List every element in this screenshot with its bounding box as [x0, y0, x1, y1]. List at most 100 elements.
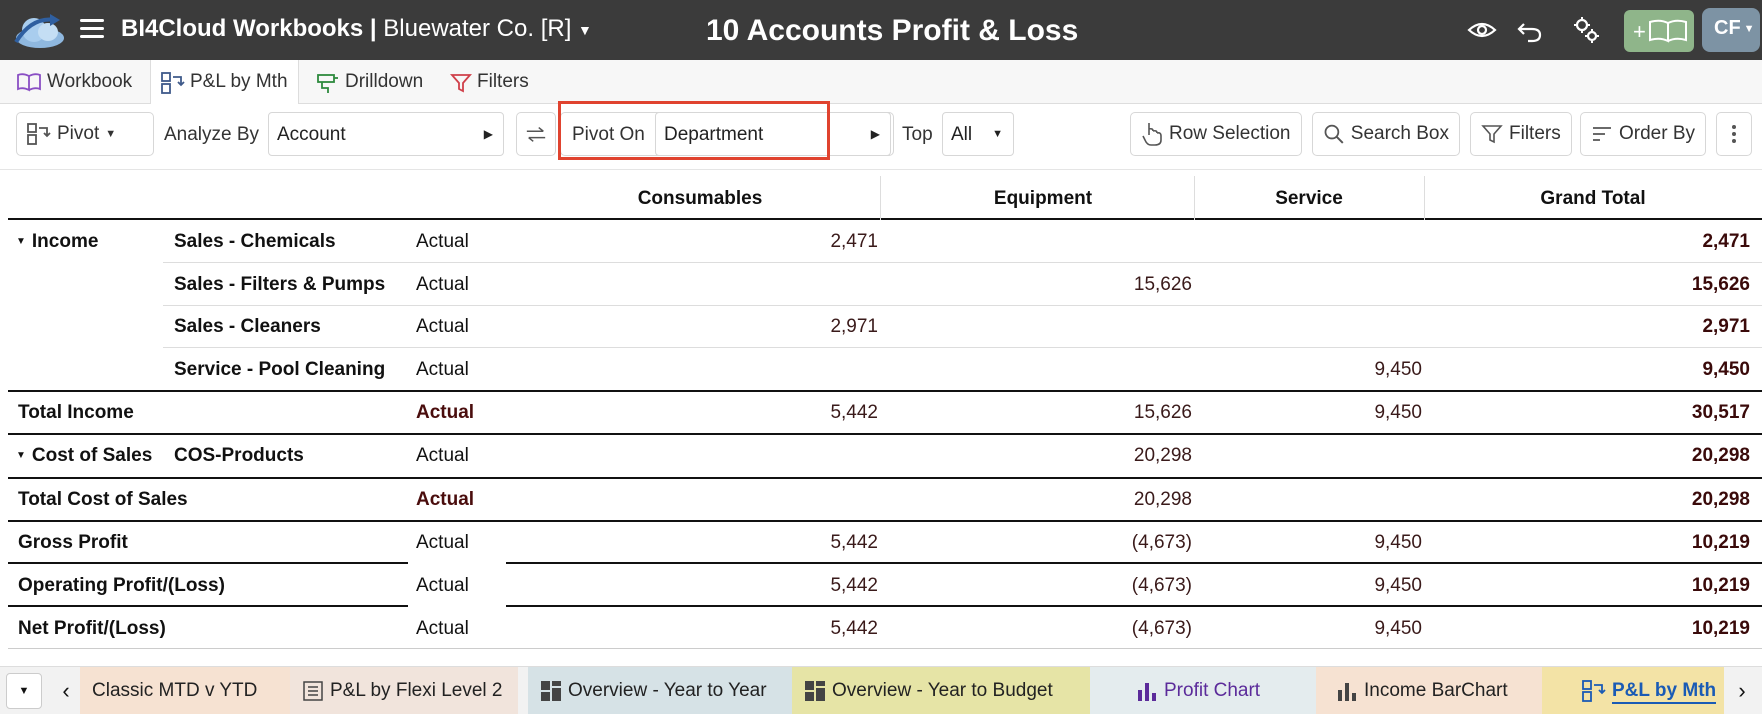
table-row[interactable]: Total Cost of Sales Actual 20,298 20,298 [8, 478, 1762, 520]
column-divider [880, 176, 881, 220]
column-header-equipment[interactable]: Equipment [993, 188, 1093, 209]
grand-total-cell: 10,219 [1691, 575, 1750, 596]
row-separator [8, 520, 1762, 522]
type-cell: Actual [416, 532, 469, 553]
row-separator [8, 605, 408, 607]
sheet-tab-pl-by-mth[interactable]: P&L by Mth [1542, 667, 1724, 714]
consumables-cell: 2,971 [830, 316, 878, 337]
company-dropdown-icon[interactable]: ▼ [578, 22, 592, 38]
service-cell: 9,450 [1374, 618, 1422, 639]
top-select[interactable]: All ▼ [942, 112, 1014, 156]
eye-icon[interactable] [1466, 14, 1498, 46]
service-cell: 9,450 [1374, 575, 1422, 596]
top-value: All [951, 124, 973, 145]
collapse-caret-icon[interactable]: ▼ [16, 236, 26, 247]
search-box-button[interactable]: Search Box [1312, 112, 1460, 156]
equipment-cell: 15,626 [1133, 274, 1192, 295]
undo-icon[interactable] [1514, 14, 1546, 46]
filter-icon [450, 74, 472, 93]
bar-chart-icon [1338, 683, 1356, 701]
column-header-consumables[interactable]: Consumables [637, 188, 763, 209]
table-row[interactable]: Gross Profit Actual 5,442 (4,673) 9,450 … [8, 521, 1762, 563]
sheet-tab-label: Overview - Year to Year [568, 680, 767, 701]
sheet-tab-overview-year-to-budget[interactable]: Overview - Year to Budget [792, 667, 1090, 714]
column-header-service[interactable]: Service [1275, 188, 1343, 209]
type-cell: Actual [416, 316, 469, 337]
row-separator [8, 562, 408, 564]
analyze-by-select[interactable]: Account ▶ [268, 112, 504, 156]
sheet-tab-overview-year-to-year[interactable]: Overview - Year to Year [528, 667, 792, 714]
service-cell: 9,450 [1374, 532, 1422, 553]
column-divider [1424, 176, 1425, 220]
consumables-cell: 5,442 [830, 575, 878, 596]
chevron-down-icon: ▼ [105, 128, 117, 140]
company-name: Bluewater Co. [R] [376, 15, 572, 42]
grand-total-cell: 10,219 [1691, 618, 1750, 639]
logo-cloud-icon[interactable] [10, 10, 70, 50]
type-cell: Actual [416, 359, 469, 380]
filters-button[interactable]: Filters [1470, 112, 1572, 156]
account-cell: Sales - Filters & Pumps [174, 274, 386, 295]
tab-workbook[interactable]: Workbook [6, 60, 142, 104]
collapse-caret-icon[interactable]: ▼ [16, 450, 26, 461]
grand-total-cell: 9,450 [1702, 359, 1750, 380]
tab-drilldown[interactable]: Drilldown [306, 60, 433, 104]
analyze-by-value: Account [277, 124, 346, 145]
account-cell: Sales - Chemicals [174, 231, 336, 252]
table-row[interactable]: Net Profit/(Loss) Actual 5,442 (4,673) 9… [8, 607, 1762, 649]
sheet-tab-profit-chart[interactable]: Profit Chart [1090, 667, 1316, 714]
app-title: BI4Cloud Workbooks | Bluewater Co. [R] [121, 15, 571, 43]
group-cell[interactable]: ▼ Cost of Sales [16, 445, 153, 466]
sheet-tab-income-barchart[interactable]: Income BarChart [1316, 667, 1542, 714]
service-cell: 9,450 [1374, 402, 1422, 423]
sheet-tab-label: Profit Chart [1164, 680, 1261, 701]
group-cell: Net Profit/(Loss) [18, 618, 166, 639]
tab-pl-by-mth[interactable]: P&L by Mth [150, 60, 299, 104]
group-cell: Operating Profit/(Loss) [18, 575, 225, 596]
menu-icon[interactable] [80, 19, 104, 41]
filters-label: Filters [1509, 123, 1561, 144]
toolbar: Pivot ▼ Analyze By Account ▶ Pivot On De… [0, 104, 1762, 170]
equipment-cell: (4,673) [1131, 532, 1192, 553]
type-cell: Actual [416, 618, 469, 639]
tab-label: Drilldown [345, 71, 424, 92]
group-cell[interactable]: ▼ Income [16, 231, 99, 252]
row-separator [163, 305, 1762, 306]
table-row[interactable]: Sales - Cleaners Actual 2,971 2,971 [8, 305, 1762, 347]
tabs-menu-button[interactable]: ▼ [6, 673, 42, 709]
tab-filters[interactable]: Filters [440, 60, 539, 104]
order-by-button[interactable]: Order By [1580, 112, 1706, 156]
column-header-grand-total[interactable]: Grand Total [1540, 188, 1646, 209]
scroll-left-button[interactable]: ‹ [48, 673, 84, 709]
row-selection-label: Row Selection [1169, 123, 1291, 144]
search-box-label: Search Box [1350, 123, 1449, 144]
user-avatar[interactable]: CF ▼ [1702, 8, 1760, 52]
table-row[interactable]: Total Income Actual 5,442 15,626 9,450 3… [8, 391, 1762, 433]
sheet-tabs-bar: ▼ ‹ Classic MTD v YTD P&L by Flexi Level… [0, 666, 1762, 714]
table-row[interactable]: Operating Profit/(Loss) Actual 5,442 (4,… [8, 564, 1762, 606]
equipment-cell: (4,673) [1131, 575, 1192, 596]
swap-button[interactable] [516, 112, 556, 156]
settings-icon[interactable] [1570, 14, 1602, 46]
analyze-by-label: Analyze By [164, 124, 260, 145]
more-options-button[interactable] [1716, 112, 1752, 156]
table-row[interactable]: ▼ Income Sales - Chemicals Actual 2,471 2… [8, 220, 1762, 262]
group-cell: Total Cost of Sales [18, 489, 188, 510]
grand-total-cell: 30,517 [1691, 402, 1750, 423]
page-title: 10 Accounts Profit & Loss [706, 14, 1079, 47]
scroll-right-button[interactable]: › [1724, 673, 1760, 709]
add-book-button[interactable]: + [1624, 10, 1694, 52]
sheet-tab-pl-flexi[interactable]: P&L by Flexi Level 2 [290, 667, 518, 714]
row-selection-button[interactable]: Row Selection [1130, 112, 1302, 156]
grand-total-cell: 2,971 [1702, 316, 1750, 337]
row-separator [163, 262, 1762, 263]
chevron-down-icon: ▼ [1743, 22, 1755, 35]
table-row[interactable]: Service - Pool Cleaning Actual 9,450 9,4… [8, 348, 1762, 390]
sheet-tab-classic-mtd-ytd[interactable]: Classic MTD v YTD [80, 667, 290, 714]
pivot-icon [1582, 680, 1606, 702]
table-row[interactable]: Sales - Filters & Pumps Actual 15,626 15… [8, 263, 1762, 305]
pivot-on-select[interactable]: Department ▶ [655, 112, 891, 156]
pivot-button[interactable]: Pivot ▼ [16, 112, 154, 156]
table-row[interactable]: ▼ Cost of Sales COS-Products Actual 20,29… [8, 434, 1762, 476]
equipment-cell: 20,298 [1133, 445, 1192, 466]
